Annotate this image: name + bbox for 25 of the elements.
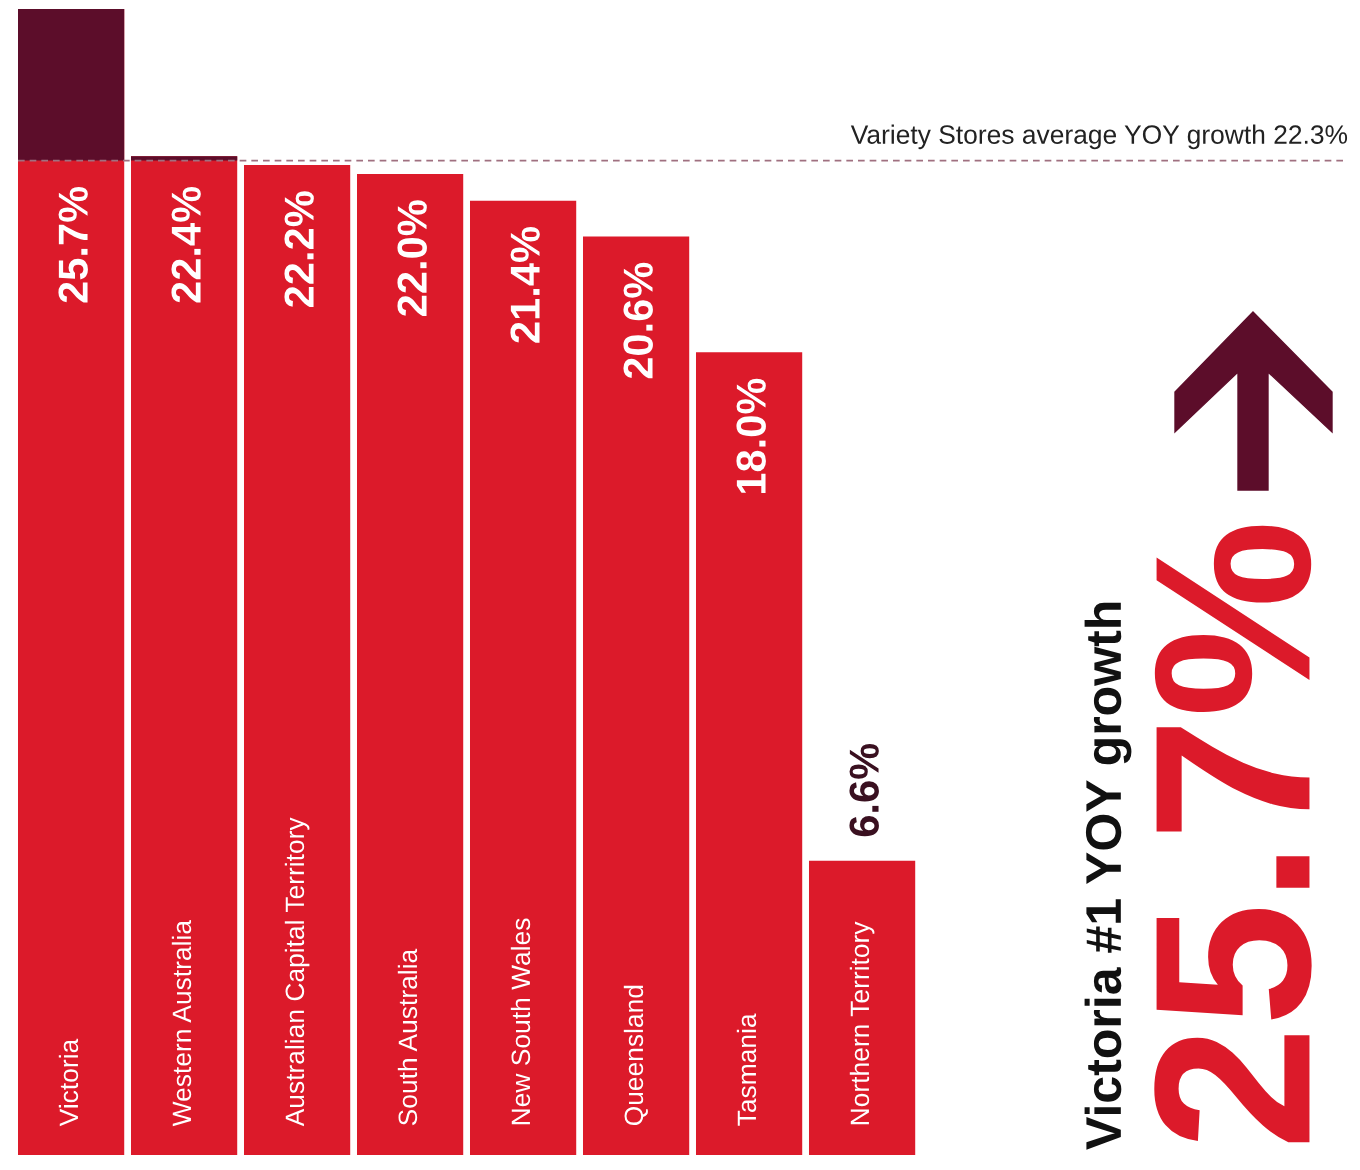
bar <box>470 200 577 1155</box>
x-tick-label: Western Australia <box>171 920 192 1127</box>
x-tick-label: Australian Capital Territory <box>284 817 310 1127</box>
data-label: 25.7% <box>58 186 88 303</box>
text: 25.7% <box>1154 525 1312 1143</box>
data-label: 22.0% <box>397 200 427 316</box>
x-tick-label: South Australia <box>397 948 418 1126</box>
data-label: 18.0% <box>736 378 766 494</box>
bar <box>808 860 916 1155</box>
data-label: 21.4% <box>510 227 540 343</box>
x-tick-label: Victoria <box>58 1038 79 1127</box>
x-tick-label: New South Wales <box>510 918 531 1125</box>
bar <box>357 173 464 1155</box>
text: Victoria #1 YOY growth <box>1084 602 1132 1150</box>
x-tick-label: Tasmania <box>736 1013 757 1126</box>
x-tick-label: Northern Territory <box>849 921 875 1125</box>
data-label: 22.4% <box>171 186 201 303</box>
x-tick-label: Queensland <box>623 985 648 1126</box>
ref-line-label: Variety Stores average YOY growth 22.3% <box>850 124 1348 150</box>
bar <box>695 352 803 1155</box>
bar <box>583 236 690 1155</box>
data-label: 20.6% <box>623 262 653 379</box>
bar <box>244 165 351 1155</box>
data-label: 22.2% <box>284 191 314 307</box>
data-label: 6.6% <box>849 743 879 837</box>
